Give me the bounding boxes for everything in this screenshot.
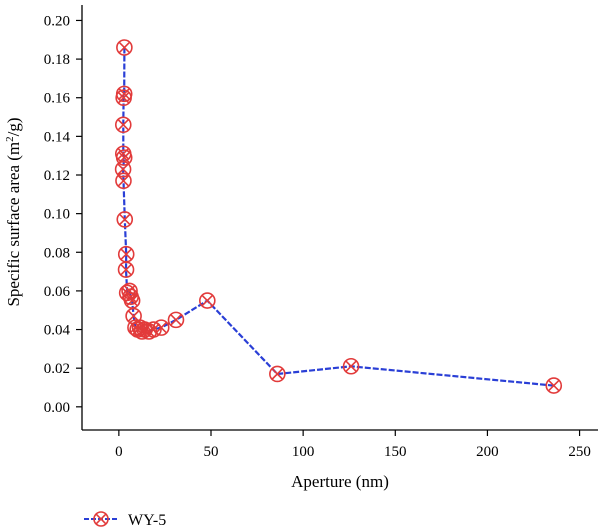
y-tick-label: 0.04 [44,323,71,339]
data-point [114,160,132,178]
y-tick-label: 0.16 [44,91,71,107]
data-point [545,377,563,394]
data-point [342,357,360,375]
y-tick-label: 0.06 [44,284,71,300]
y-axis-title: Specific surface area (m2/g) [4,117,23,306]
x-tick-label: 250 [568,444,591,460]
y-tick-label: 0.20 [44,13,70,29]
data-point [117,261,135,278]
y-tick-label: 0.00 [44,400,70,416]
legend-label: WY-5 [128,512,166,527]
y-tick-label: 0.10 [44,207,70,223]
y-tick-label: 0.12 [44,168,70,184]
x-tick-label: 0 [115,444,123,460]
legend: WY-5 [84,511,166,527]
y-axis-title-main: Specific surface area (m [4,142,23,307]
data-point [117,245,135,263]
series-lines [121,47,554,387]
y-axis-ticks: 0.00 0.02 0.04 0.06 0.08 0.10 0.12 0.14 0.16 0.18… [44,13,82,416]
y-axis-title-superscript: 2 [4,136,16,142]
x-axis-title: Aperture (nm) [291,472,389,491]
plot-frame [81,5,598,431]
x-tick-label: 150 [384,444,407,460]
x-tick-label: 50 [204,444,219,460]
y-tick-label: 0.14 [44,129,71,145]
y-tick-label: 0.02 [44,361,70,377]
data-point [115,172,132,190]
x-tick-label: 100 [292,444,315,460]
y-tick-label: 0.18 [44,52,70,68]
data-point [152,319,170,336]
data-point [115,149,133,166]
data-point [116,39,133,56]
data-point [269,365,286,383]
legend-marker-icon [93,511,109,527]
x-axis-ticks: 0 50 100 150 200 250 [115,430,591,460]
data-point [114,116,132,134]
y-axis-title-end: /g) [4,117,23,136]
x-tick-label: 200 [476,444,499,460]
series-markers [114,39,563,394]
data-point [116,211,134,228]
data-point [115,89,132,107]
series-line [121,47,554,387]
data-point [199,292,216,309]
y-tick-label: 0.08 [44,245,70,261]
data-point [167,311,185,329]
legend-marker [93,511,109,527]
